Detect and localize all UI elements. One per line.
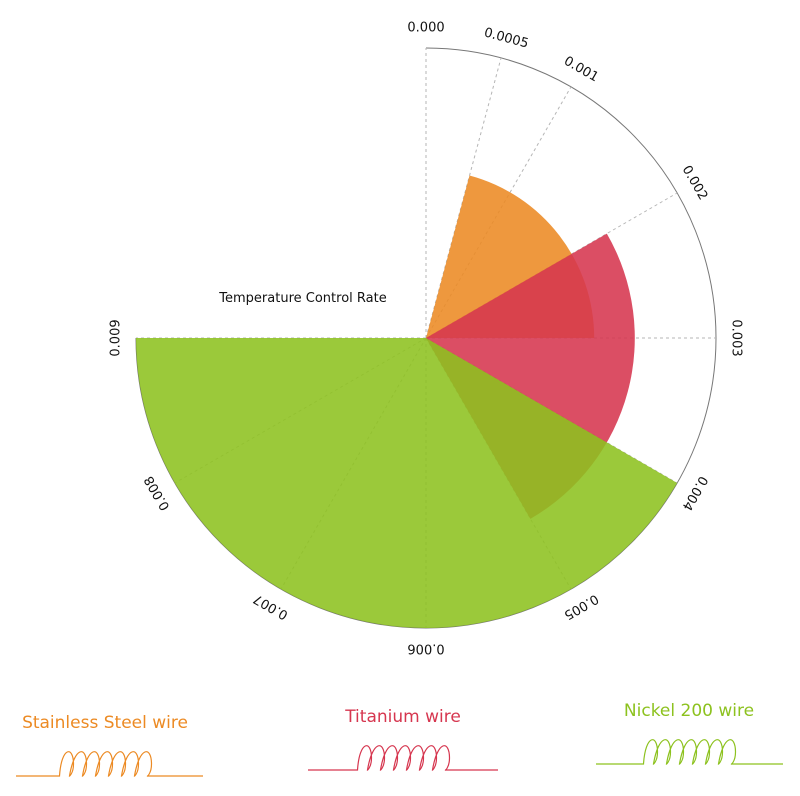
legend-label: Titanium wire xyxy=(344,707,461,727)
tick-label: 0.001 xyxy=(561,54,601,86)
tick-label: 0.007 xyxy=(251,591,291,623)
legend-item: Nickel 200 wire xyxy=(596,701,783,765)
legend-item: Stainless Steel wire xyxy=(16,713,203,777)
legend-label: Stainless Steel wire xyxy=(22,713,188,733)
tick-label: 0.006 xyxy=(407,641,444,656)
chart-title: Temperature Control Rate xyxy=(218,291,386,306)
sector-nickel-200-wire xyxy=(136,338,678,628)
legend: Stainless Steel wire Titanium wire Nickel … xyxy=(16,701,783,777)
tick-label: 0.005 xyxy=(561,591,601,623)
coil-icon xyxy=(16,751,203,777)
tick-label: 0.003 xyxy=(729,319,744,356)
tick-label: 0.004 xyxy=(679,473,711,513)
coil-icon xyxy=(308,745,498,771)
coil-icon xyxy=(596,739,783,765)
tick-label: 0.000 xyxy=(407,21,444,36)
tick-label: 0.008 xyxy=(142,473,174,513)
legend-label: Nickel 200 wire xyxy=(624,701,754,721)
tick-label: 0.009 xyxy=(109,319,124,356)
tick-label: 0.002 xyxy=(679,163,711,203)
tick-label: 0.0005 xyxy=(482,25,530,51)
sector-layer xyxy=(136,175,678,628)
legend-item: Titanium wire xyxy=(308,707,498,771)
